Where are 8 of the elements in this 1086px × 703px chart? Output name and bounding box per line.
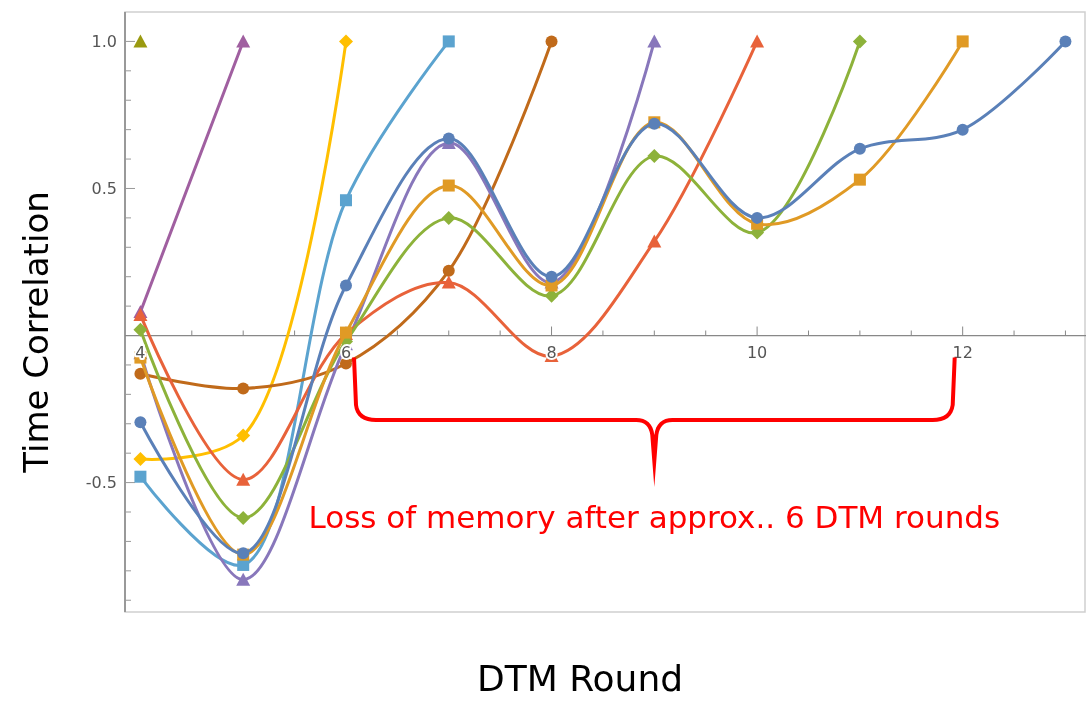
y-tick-label: -0.5 [85, 473, 117, 493]
y-axis-title: Time Correlation [16, 191, 56, 474]
annotation: Loss of memory after approx.. 6 DTM rounds [308, 499, 1001, 535]
x-axis-title: DTM Round [476, 657, 684, 699]
x-tick-label: 10 [746, 342, 768, 362]
y-tick-label: 0.5 [91, 179, 117, 199]
y-tick-label: 1.0 [91, 32, 117, 52]
x-tick-label: 12 [952, 342, 973, 362]
